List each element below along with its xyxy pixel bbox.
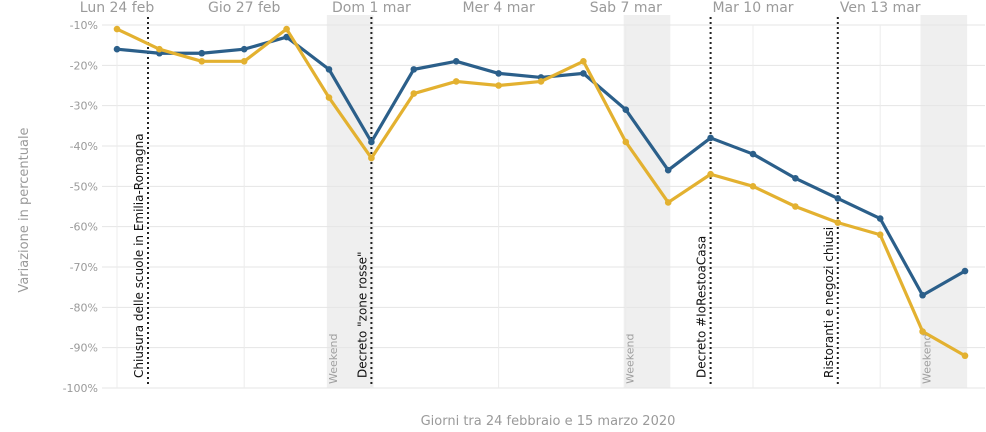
y-tick-label: -40% <box>70 140 98 153</box>
y-tick-label: -20% <box>70 59 98 72</box>
y-tick-label: -80% <box>70 301 98 314</box>
x-tick-label: Lun 24 feb <box>80 0 155 16</box>
series-point-2 <box>495 82 502 89</box>
series-point-1 <box>240 45 248 53</box>
series-point-1 <box>580 70 587 77</box>
x-tick-label: Mer 4 mar <box>462 0 534 16</box>
series-point-1 <box>325 66 333 73</box>
series-point-2 <box>198 58 206 65</box>
series-point-2 <box>283 25 290 33</box>
y-tick-label: -70% <box>70 261 98 274</box>
series-point-2 <box>707 170 714 178</box>
series-lines <box>113 25 969 360</box>
x-tick-label: Ven 13 mar <box>840 0 921 16</box>
weekend-label: Weekend <box>327 334 340 384</box>
series-point-2 <box>749 183 757 190</box>
series-point-1 <box>283 33 290 41</box>
series-point-2 <box>410 90 418 97</box>
series-point-1 <box>707 134 714 142</box>
series-point-2 <box>368 154 375 162</box>
series-point-2 <box>664 199 672 206</box>
event-annotations: Chiusura delle scuole in Emilia-Romagna D… <box>132 17 839 386</box>
series-point-2 <box>537 78 545 85</box>
series-point-2 <box>325 94 333 101</box>
x-tick-label: Dom 1 mar <box>332 0 411 16</box>
weekend-band <box>623 15 671 388</box>
series-point-1 <box>792 174 799 182</box>
x-axis-ticks: Lun 24 feb Gio 27 feb Dom 1 mar Mer 4 mar Sa… <box>80 0 921 16</box>
y-tick-label: -90% <box>70 342 98 355</box>
y-tick-label: -60% <box>70 221 98 234</box>
y-tick-label: -50% <box>70 180 98 193</box>
annotation-label: Decreto "zone rosse" <box>355 251 369 378</box>
weekend-bands: Weekend Weekend Weekend <box>326 15 968 388</box>
series-point-1 <box>876 215 884 222</box>
series-point-1 <box>834 195 842 202</box>
series-point-2 <box>792 203 799 210</box>
series-point-1 <box>961 267 969 275</box>
series-point-2 <box>961 352 969 360</box>
annotation-label: Decreto #IoRestoaCasa <box>695 236 709 378</box>
annotation-label: Chiusura delle scuole in Emilia-Romagna <box>132 133 146 378</box>
x-axis-label: Giorni tra 24 febbraio e 15 marzo 2020 <box>421 414 676 429</box>
series-point-2 <box>834 219 842 226</box>
series-point-2 <box>240 58 248 65</box>
series-point-1 <box>113 45 121 53</box>
series-point-1 <box>198 49 206 57</box>
series-point-1 <box>664 166 672 174</box>
series-point-2 <box>919 328 926 335</box>
weekend-band <box>920 15 968 388</box>
series-point-2 <box>156 45 163 53</box>
series-point-1 <box>749 150 757 158</box>
weekend-label: Weekend <box>624 334 637 384</box>
weekend-label: Weekend <box>920 334 933 384</box>
series-point-2 <box>622 138 630 146</box>
x-tick-label: Gio 27 feb <box>208 0 281 16</box>
series-point-1 <box>919 291 926 299</box>
y-tick-label: -10% <box>70 19 98 32</box>
series-point-1 <box>622 106 630 113</box>
series-point-1 <box>452 58 460 65</box>
series-point-2 <box>113 25 121 33</box>
x-tick-label: Mar 10 mar <box>712 0 793 16</box>
series-point-2 <box>876 231 884 239</box>
series-point-1 <box>368 138 375 146</box>
annotation-label: Ristoranti e negozi chiusi <box>822 227 836 378</box>
y-axis-ticks: -10% -20% -30% -40% -50% -60% -70% -80% -90% -100… <box>63 19 98 395</box>
y-tick-label: -30% <box>70 100 98 113</box>
y-axis-label: Variazione in percentuale <box>17 127 32 292</box>
y-tick-label: -100% <box>63 382 98 395</box>
series-point-2 <box>452 78 460 85</box>
series-point-2 <box>580 58 587 65</box>
series-point-1 <box>495 70 502 77</box>
x-tick-label: Sab 7 mar <box>590 0 662 16</box>
series-point-1 <box>410 66 418 73</box>
